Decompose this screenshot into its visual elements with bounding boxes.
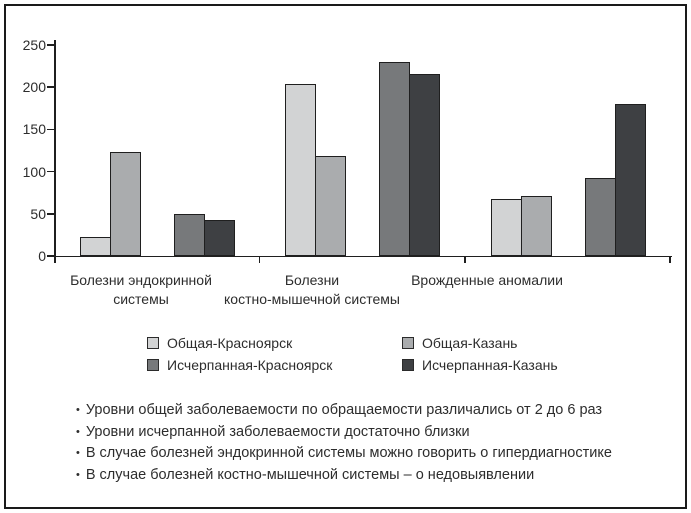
x-axis-tick bbox=[669, 256, 671, 263]
y-axis-tick-label: 200 bbox=[22, 79, 46, 96]
bar-Общая-Казань bbox=[110, 152, 141, 256]
legend-label: Общая-Красноярск bbox=[167, 335, 293, 351]
legend-item: Исчерпанная-Казань bbox=[402, 357, 558, 373]
note-text: Уровни исчерпанной заболеваемости достат… bbox=[85, 423, 470, 440]
notes-list: • Уровни общей заболеваемости по обращаем… bbox=[76, 400, 666, 486]
bar-Общая-Красноярск bbox=[490, 198, 522, 256]
y-axis-tick-label: 150 bbox=[22, 121, 46, 138]
category-label: Болезни костно-мышечной системы bbox=[224, 272, 400, 307]
y-axis-tick-label: 50 bbox=[30, 205, 46, 222]
bar-Исчерпанная-Казань bbox=[204, 219, 235, 256]
legend-label: Общая-Казань bbox=[422, 335, 518, 351]
y-axis-tick-label: 100 bbox=[22, 163, 46, 180]
legend-item: Общая-Казань bbox=[402, 335, 518, 351]
y-axis-tick bbox=[47, 213, 55, 215]
legend-item: Исчерпанная-Красноярск bbox=[147, 357, 333, 373]
y-axis-tick bbox=[47, 128, 55, 131]
bar-Общая-Красноярск bbox=[80, 237, 111, 256]
legend: Общая-Красноярск Общая-Казань Исчерпанная-… bbox=[0, 0, 691, 373]
bar-Общая-Казань bbox=[315, 155, 347, 256]
y-axis-tick bbox=[47, 255, 55, 257]
note-text: В случае болезней эндокринной системы мо… bbox=[85, 445, 612, 462]
legend-label: Исчерпанная-Казань bbox=[422, 357, 558, 373]
bullet-icon: • bbox=[76, 425, 80, 438]
bar-Исчерпанная-Красноярск bbox=[379, 61, 411, 256]
y-axis-tick bbox=[47, 86, 55, 88]
legend-swatch-icon bbox=[147, 359, 159, 371]
y-axis-tick-label: 0 bbox=[38, 248, 46, 264]
legend-label: Исчерпанная-Красноярск bbox=[167, 357, 333, 373]
bar-Исчерпанная-Красноярск bbox=[174, 213, 205, 256]
bar-Исчерпанная-Красноярск bbox=[584, 178, 616, 256]
bullet-icon: • bbox=[76, 404, 80, 416]
legend-item: Общая-Красноярск bbox=[147, 335, 293, 351]
x-axis-line bbox=[54, 255, 672, 257]
category-label: Болезни эндокринной системы bbox=[70, 272, 212, 307]
legend-swatch-icon bbox=[147, 337, 159, 349]
x-axis-tick bbox=[258, 256, 261, 263]
bar-chart: 0 50 100 150 200 250 Болезни эндокринной систе… bbox=[22, 37, 672, 307]
y-axis-line bbox=[54, 40, 56, 263]
bar-Общая-Красноярск bbox=[285, 83, 317, 256]
y-axis-tick bbox=[47, 170, 55, 173]
bar-Исчерпанная-Казань bbox=[614, 104, 646, 256]
note-line: • Уровни исчерпанной заболеваемости доста… bbox=[76, 422, 666, 444]
bullet-icon: • bbox=[76, 468, 80, 481]
bullet-icon: • bbox=[76, 447, 80, 460]
note-text: В случае болезней костно-мышечной систем… bbox=[85, 466, 535, 483]
bar-Исчерпанная-Казань bbox=[409, 73, 441, 256]
note-text: Уровни общей заболеваемости по обращаемо… bbox=[85, 402, 603, 418]
note-line: • В случае болезней эндокринной системы м… bbox=[76, 443, 666, 465]
category-label: Врожденные аномалии bbox=[411, 272, 563, 288]
note-line: • Уровни общей заболеваемости по обращаем… bbox=[76, 400, 666, 422]
y-axis-tick bbox=[47, 44, 55, 46]
y-axis-tick-label: 250 bbox=[22, 37, 46, 53]
note-line: • В случае болезней костно-мышечной систе… bbox=[76, 465, 666, 487]
legend-swatch-icon bbox=[402, 337, 414, 349]
x-axis-tick bbox=[464, 256, 466, 263]
legend-swatch-icon bbox=[402, 359, 414, 371]
bar-Общая-Казань bbox=[520, 196, 552, 256]
